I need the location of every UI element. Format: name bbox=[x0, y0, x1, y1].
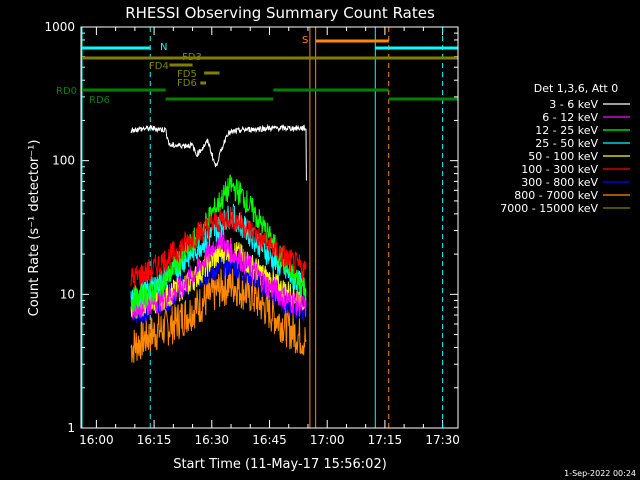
legend-label: 100 - 300 keV bbox=[521, 163, 598, 176]
x-tick-label: 16:00 bbox=[79, 433, 114, 447]
fd4-label: FD4 bbox=[149, 61, 169, 72]
y-tick-label: 10 bbox=[60, 287, 75, 301]
x-axis-label: Start Time (11-May-17 15:56:02) bbox=[173, 457, 387, 472]
x-tick-label: 16:15 bbox=[137, 433, 172, 447]
legend-label: 300 - 800 keV bbox=[521, 176, 598, 189]
x-tick-label: 16:45 bbox=[252, 433, 287, 447]
fd6-label: FD6 bbox=[177, 78, 197, 89]
legend-label: 12 - 25 keV bbox=[535, 124, 598, 137]
series-layer bbox=[130, 123, 307, 363]
x-tick-label: 17:15 bbox=[368, 433, 403, 447]
n-label: N bbox=[160, 42, 167, 53]
x-tick-label: 17:30 bbox=[425, 433, 460, 447]
series-line bbox=[130, 206, 307, 289]
legend-title: Det 1,3,6, Att 0 bbox=[534, 82, 618, 95]
y-tick-label: 1 bbox=[67, 421, 75, 435]
series-line bbox=[130, 267, 307, 363]
axes-layer: 16:00 16:15 16:30 16:45 17:00 17:15 17:30 1 10 10… bbox=[44, 20, 459, 447]
x-tick-label: 17:00 bbox=[310, 433, 345, 447]
y-tick-label: 1000 bbox=[44, 20, 75, 34]
rd0-label: RD0 bbox=[56, 86, 77, 97]
s-label: S bbox=[302, 35, 308, 46]
y-tick-label: 100 bbox=[52, 154, 75, 168]
legend-label: 800 - 7000 keV bbox=[514, 189, 598, 202]
rd6-label: RD6 bbox=[89, 95, 110, 106]
plot-frame bbox=[80, 26, 459, 429]
series-line bbox=[130, 225, 307, 319]
fd3-label: FD3 bbox=[182, 52, 202, 63]
series-line bbox=[130, 123, 307, 181]
x-tick-label: 16:30 bbox=[194, 433, 229, 447]
legend-label: 6 - 12 keV bbox=[542, 111, 598, 124]
legend-label: 3 - 6 keV bbox=[549, 98, 598, 111]
y-axis-label: Count Rate (s⁻¹ detector⁻¹) bbox=[27, 140, 42, 317]
legend-label: 25 - 50 keV bbox=[535, 137, 598, 150]
legend-label: 7000 - 15000 keV bbox=[500, 202, 598, 215]
footer-timestamp: 1-Sep-2022 00:24 bbox=[564, 469, 636, 478]
fd5-label: FD5 bbox=[177, 69, 197, 80]
chart-title: RHESSI Observing Summary Count Rates bbox=[125, 4, 435, 22]
legend-label: 50 - 100 keV bbox=[528, 150, 598, 163]
